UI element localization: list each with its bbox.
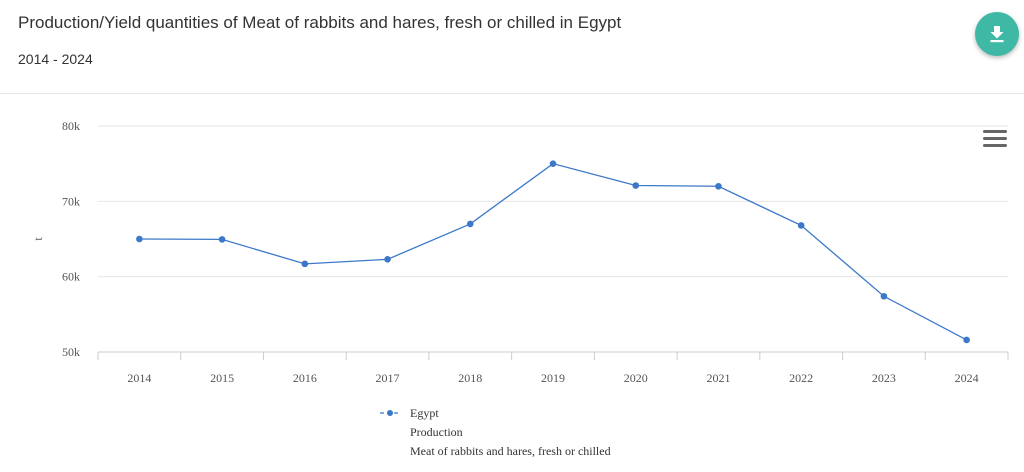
- hamburger-menu-icon: [983, 130, 1007, 147]
- x-tick-label: 2021: [706, 371, 730, 385]
- x-tick-label: 2020: [624, 371, 648, 385]
- x-tick-label: 2017: [376, 371, 400, 385]
- x-tick-label: 2015: [210, 371, 234, 385]
- y-tick-label: 70k: [62, 194, 80, 208]
- x-tick-label: 2014: [127, 371, 151, 385]
- data-point: [632, 182, 640, 189]
- legend-label: Egypt: [410, 406, 439, 420]
- data-point: [218, 236, 226, 243]
- data-point: [549, 160, 557, 167]
- x-tick-label: 2019: [541, 371, 565, 385]
- y-tick-label: 80k: [62, 119, 80, 133]
- data-point: [466, 220, 474, 228]
- download-button[interactable]: [975, 12, 1019, 56]
- gridlines: [98, 125, 1008, 278]
- data-point: [880, 292, 888, 300]
- data-point: [963, 336, 970, 344]
- x-tick-label: 2023: [872, 371, 896, 385]
- chart-header: Production/Yield quantities of Meat of r…: [0, 0, 1024, 94]
- chart-subtitle: 2014 - 2024: [18, 51, 93, 67]
- data-point: [715, 182, 722, 190]
- chart-title: Production/Yield quantities of Meat of r…: [18, 13, 622, 32]
- x-tick-label: 2022: [789, 371, 813, 385]
- data-point: [136, 235, 143, 243]
- chart-menu-button[interactable]: [983, 130, 1007, 150]
- y-axis-label: t: [31, 237, 45, 241]
- y-tick-label: 50k: [62, 345, 80, 359]
- y-tick-label: 60k: [62, 270, 80, 284]
- data-point: [797, 222, 805, 229]
- series-line: [139, 162, 967, 341]
- legend[interactable]: Egypt Production Meat of rabbits and hares…: [380, 406, 611, 458]
- series-egypt: [136, 160, 970, 344]
- data-point: [301, 260, 309, 268]
- axes: 50k 60k 70k 80k 2014 2015 2016 2017 2018 2019 2020…: [62, 119, 1009, 385]
- x-tick-label: 2016: [293, 371, 317, 385]
- legend-marker: [387, 410, 393, 416]
- x-tick-label: 2024: [955, 371, 979, 385]
- legend-label: Meat of rabbits and hares, fresh or chil…: [410, 444, 611, 458]
- download-icon: [990, 26, 1004, 43]
- data-point: [384, 256, 391, 263]
- legend-label: Production: [410, 425, 463, 439]
- x-tick-label: 2018: [458, 371, 482, 385]
